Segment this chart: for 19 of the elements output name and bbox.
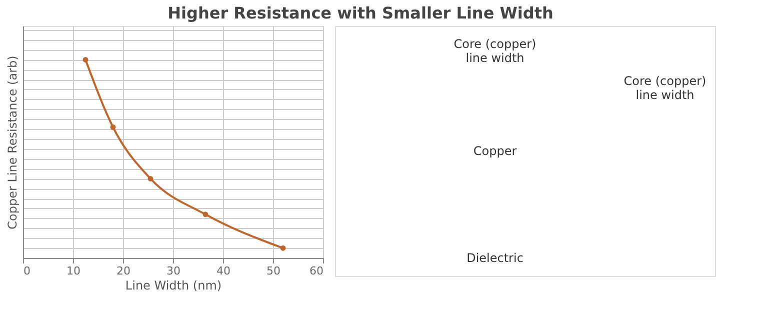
x-tick-label: 20 (116, 264, 130, 278)
x-tick-label: 60 (310, 264, 324, 278)
x-axis-title: Line Width (nm) (125, 278, 222, 292)
point (82, 56, 88, 62)
x-tick-label: 40 (216, 264, 230, 278)
point (148, 176, 154, 182)
text: Core (copper) line width (454, 37, 536, 65)
text: Higher Resistance with Smaller Line Width (168, 4, 554, 22)
text: Copper (473, 144, 517, 158)
x-tick-label: 50 (266, 264, 280, 278)
text: Dielectric (466, 251, 524, 265)
point (202, 212, 208, 218)
x-tick-label: 10 (66, 264, 80, 278)
point (280, 245, 286, 251)
text: Core (copper) line width (624, 74, 706, 102)
x-tick-label: 0 (24, 264, 30, 278)
x-tick-label: 30 (166, 264, 180, 278)
y-axis-title: Copper Line Resistance (arb) (6, 56, 20, 230)
point (110, 124, 116, 130)
